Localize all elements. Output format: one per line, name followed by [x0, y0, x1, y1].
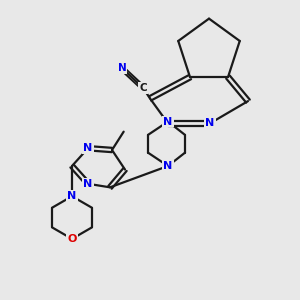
- Text: N: N: [118, 63, 126, 73]
- Text: O: O: [67, 234, 77, 244]
- Text: C: C: [139, 83, 147, 93]
- Text: N: N: [206, 118, 214, 128]
- Text: N: N: [68, 191, 76, 201]
- Text: N: N: [164, 161, 172, 171]
- Text: N: N: [164, 117, 172, 127]
- Text: N: N: [83, 179, 93, 189]
- Text: N: N: [83, 143, 93, 153]
